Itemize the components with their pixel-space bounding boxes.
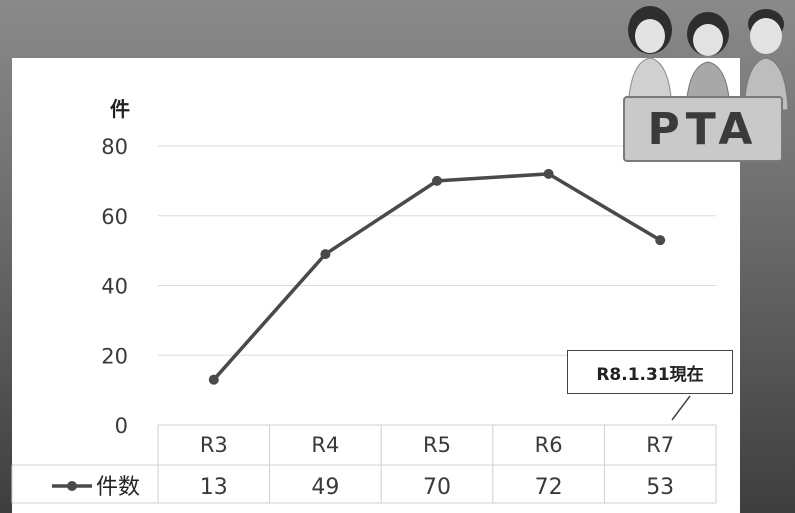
data-point — [655, 235, 666, 246]
callout-leader — [671, 395, 691, 421]
y-tick-label: 60 — [101, 205, 128, 229]
y-tick-label: 80 — [101, 135, 128, 159]
person-icon — [743, 9, 789, 111]
data-table-value: 70 — [423, 475, 451, 500]
data-table-value: 53 — [646, 475, 674, 500]
data-table-value: 72 — [535, 475, 563, 500]
data-point — [543, 168, 554, 179]
legend-marker — [67, 481, 77, 491]
data-point — [320, 249, 331, 260]
y-tick-label: 40 — [101, 275, 128, 299]
x-category-label: R3 — [200, 433, 228, 457]
y-tick-label: 20 — [101, 344, 128, 368]
x-category-label: R5 — [423, 433, 451, 457]
y-tick-label: 0 — [115, 414, 128, 438]
x-category-label: R7 — [646, 433, 674, 457]
data-table-value: 13 — [200, 475, 228, 500]
pta-sign: PTA — [623, 96, 783, 162]
date-callout: R8.1.31現在 — [567, 350, 733, 394]
x-category-label: R6 — [535, 433, 563, 457]
data-point — [208, 374, 219, 385]
series-line — [212, 172, 662, 381]
person-icon — [627, 6, 673, 111]
data-point — [432, 175, 442, 186]
y-unit-label: 件 — [110, 97, 130, 121]
data-table-value: 49 — [311, 475, 339, 500]
legend-label: 件数 — [96, 475, 140, 500]
x-category-label: R4 — [311, 433, 339, 457]
